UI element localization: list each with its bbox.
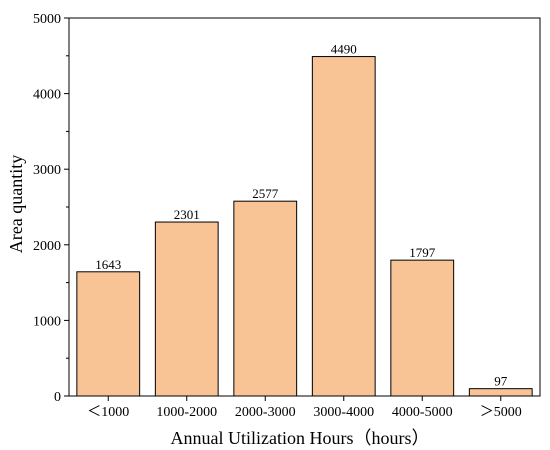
- x-tick-label-4: 4000-5000: [392, 405, 453, 420]
- y-tick-label-3: 3000: [33, 163, 61, 178]
- data-label-0: 1643: [95, 257, 121, 272]
- data-label-1: 2301: [174, 207, 200, 222]
- x-tick-label-1: 1000-2000: [156, 405, 217, 420]
- bars-group: [76, 56, 533, 397]
- y-tick-label-2: 2000: [33, 239, 61, 254]
- data-label-2: 2577: [252, 186, 279, 201]
- y-tick-label-5: 5000: [33, 12, 61, 27]
- bar-3: [311, 56, 376, 397]
- x-tick-label-3: 3000-4000: [313, 405, 374, 420]
- y-axis-title: Area quantity: [6, 155, 26, 253]
- data-label-4: 1797: [409, 245, 436, 260]
- bar-5: [468, 388, 533, 397]
- bar-4: [390, 259, 455, 397]
- y-tick-labels: 0 1000 2000 3000 4000 5000: [33, 12, 61, 405]
- data-labels-group: 1643 2301 2577 4490 1797 97: [95, 42, 508, 389]
- data-label-3: 4490: [331, 42, 357, 57]
- x-tick-labels: ＜1000 1000-2000 2000-3000 3000-4000 4000-500…: [87, 405, 522, 420]
- y-tick-label-0: 0: [54, 390, 61, 405]
- bar-2: [233, 200, 298, 397]
- y-tick-label-1: 1000: [33, 314, 61, 329]
- data-label-5: 97: [494, 374, 508, 389]
- bar-0: [76, 271, 141, 397]
- x-tick-label-5: ＞5000: [480, 405, 522, 420]
- x-tick-label-0: ＜1000: [87, 405, 129, 420]
- axes-group: [64, 17, 541, 401]
- x-tick-label-2: 2000-3000: [235, 405, 296, 420]
- bar-1: [154, 221, 219, 397]
- x-axis-title: Annual Utilization Hours（hours）: [171, 428, 430, 448]
- y-tick-label-4: 4000: [33, 88, 61, 103]
